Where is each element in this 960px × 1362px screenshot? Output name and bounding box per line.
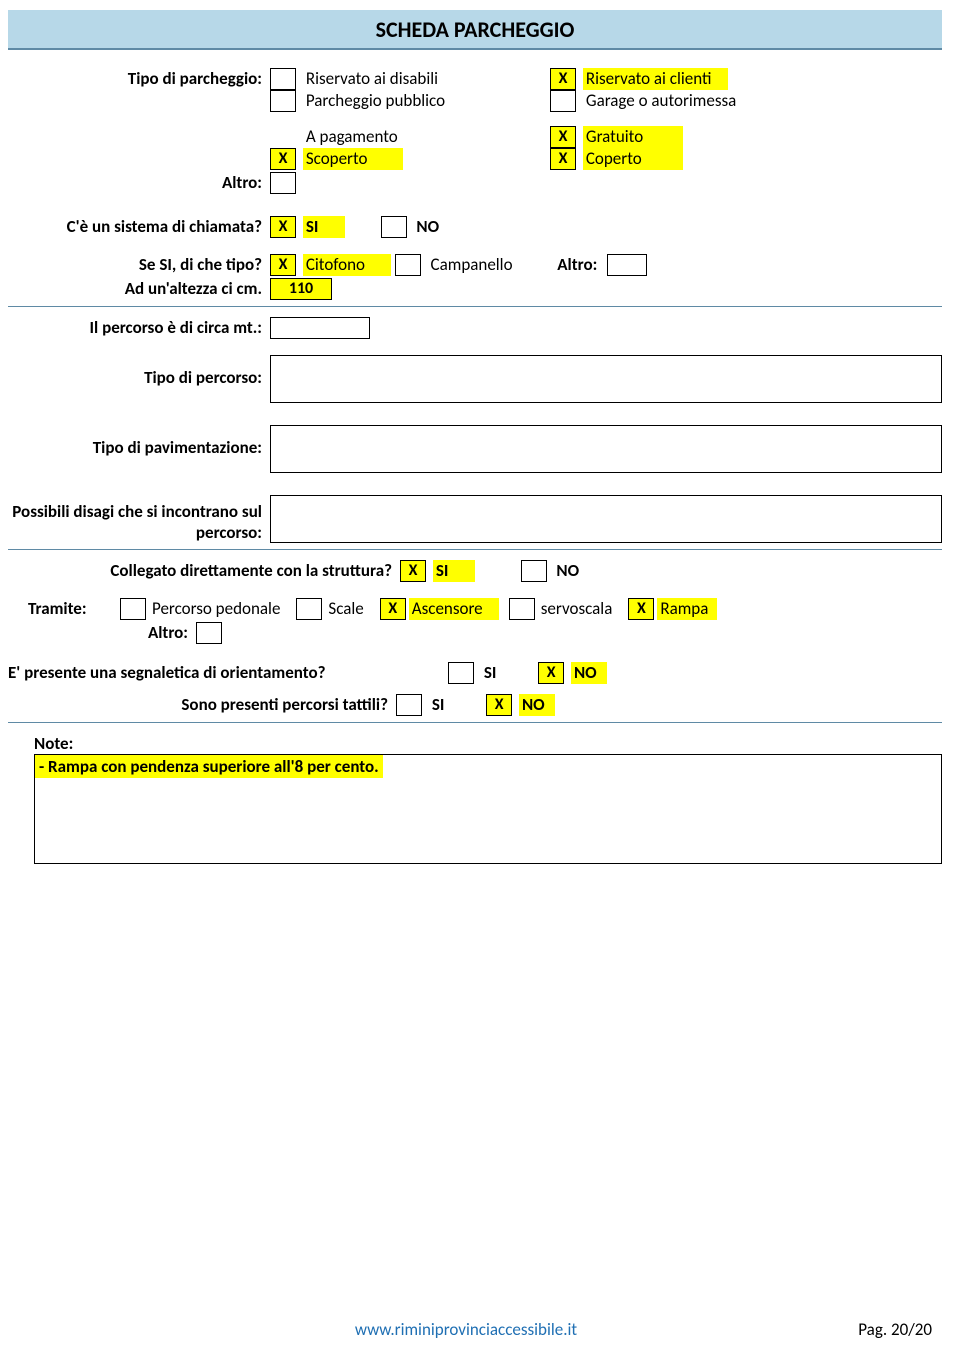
- label-disagi-text: Possibili disagi che si incontrano sul p…: [8, 501, 262, 543]
- value-altezza[interactable]: 110: [270, 278, 332, 300]
- input-tipo-percorso[interactable]: [270, 355, 942, 403]
- label-rampa: Rampa: [657, 598, 717, 620]
- label-campanello: Campanello: [428, 254, 519, 276]
- input-percorso-mt[interactable]: [270, 317, 370, 339]
- label-tipo-percorso: Tipo di percorso:: [8, 355, 270, 388]
- label-scoperto: Scoperto: [303, 148, 403, 170]
- label-collegato-si: SI: [433, 560, 475, 582]
- label-servoscala: servoscala: [538, 598, 619, 620]
- row-tattili: Sono presenti percorsi tattili? SI X NO: [8, 694, 942, 716]
- separator-3: [8, 722, 942, 723]
- checkbox-citofono[interactable]: X: [270, 254, 296, 276]
- label-tattili-si: SI: [429, 694, 451, 716]
- checkbox-segnaletica-no[interactable]: X: [538, 662, 564, 684]
- label-altro1: Altro:: [8, 172, 270, 193]
- checkbox-tattili-si[interactable]: [396, 694, 422, 716]
- row-disagi: Possibili disagi che si incontrano sul p…: [8, 495, 942, 543]
- checkbox-scale[interactable]: [296, 598, 322, 620]
- row-tipo-parcheggio: Tipo di parcheggio: Riservato ai disabil…: [8, 68, 942, 170]
- page-title: SCHEDA PARCHEGGIO: [8, 10, 942, 50]
- footer-url: www.riminiprovinciaccessibile.it: [120, 1319, 812, 1340]
- label-gratuito: Gratuito: [583, 126, 683, 148]
- row-tramite: Tramite: Percorso pedonale Scale X Ascen…: [8, 598, 942, 644]
- checkbox-chiamata-si[interactable]: X: [270, 216, 296, 238]
- label-parcheggio-pubblico: Parcheggio pubblico: [303, 90, 451, 112]
- label-riservato-disabili: Riservato ai disabili: [303, 68, 444, 90]
- checkbox-riservato-clienti[interactable]: X: [550, 68, 576, 90]
- label-note: Note:: [34, 733, 942, 754]
- notes-box[interactable]: - Rampa con pendenza superiore all'8 per…: [34, 754, 942, 864]
- checkbox-percorso-pedonale[interactable]: [120, 598, 146, 620]
- page: SCHEDA PARCHEGGIO Tipo di parcheggio: Ri…: [0, 0, 960, 1362]
- label-segnaletica-si: SI: [481, 662, 503, 684]
- footer-page: Pag. 20/20: [812, 1319, 932, 1340]
- label-segnaletica-no: NO: [571, 662, 607, 684]
- row-collegato: Collegato direttamente con la struttura?…: [8, 560, 942, 582]
- page-footer: www.riminiprovinciaccessibile.it Pag. 20…: [0, 1319, 960, 1340]
- label-chiamata-no: NO: [413, 216, 445, 238]
- checkbox-gratuito[interactable]: X: [550, 126, 576, 148]
- label-altezza: Ad un'altezza ci cm.: [8, 278, 270, 299]
- label-citofono: Citofono: [303, 254, 391, 276]
- label-coperto: Coperto: [583, 148, 683, 170]
- label-percorso-mt: Il percorso è di circa mt.:: [8, 317, 270, 338]
- label-ascensore: Ascensore: [409, 598, 499, 620]
- label-tattili: Sono presenti percorsi tattili?: [8, 694, 396, 715]
- label-garage: Garage o autorimessa: [583, 90, 742, 112]
- checkbox-coperto[interactable]: X: [550, 148, 576, 170]
- checkbox-scoperto[interactable]: X: [270, 148, 296, 170]
- label-tipo-parcheggio: Tipo di parcheggio:: [8, 68, 270, 89]
- checkbox-collegato-si[interactable]: X: [400, 560, 426, 582]
- label-tramite: Tramite:: [8, 598, 120, 619]
- input-altro1[interactable]: [270, 172, 296, 194]
- checkbox-chiamata-no[interactable]: [381, 216, 407, 238]
- label-disagi: Possibili disagi che si incontrano sul p…: [8, 501, 270, 543]
- input-tramite-altro[interactable]: [196, 622, 222, 644]
- label-tipo-pavimentazione: Tipo di pavimentazione:: [8, 425, 270, 458]
- input-tipo-pavimentazione[interactable]: [270, 425, 942, 473]
- row-altezza: Ad un'altezza ci cm. 110: [8, 278, 942, 300]
- checkbox-parcheggio-pubblico[interactable]: [270, 90, 296, 112]
- checkbox-garage[interactable]: [550, 90, 576, 112]
- input-altro-calltype[interactable]: [607, 254, 647, 276]
- row-sistema-chiamata: C'è un sistema di chiamata? X SI NO: [8, 216, 942, 238]
- label-se-si-tipo: Se SI, di che tipo?: [8, 254, 270, 275]
- checkbox-servoscala[interactable]: [509, 598, 535, 620]
- checkbox-riservato-disabili[interactable]: [270, 68, 296, 90]
- label-a-pagamento: A pagamento: [303, 126, 404, 148]
- checkbox-tattili-no[interactable]: X: [486, 694, 512, 716]
- checkbox-ascensore[interactable]: X: [380, 598, 406, 620]
- row-se-si-tipo: Se SI, di che tipo? X Citofono Campanell…: [8, 254, 942, 276]
- row-segnaletica: E' presente una segnaletica di orientame…: [8, 662, 942, 684]
- label-collegato-no: NO: [553, 560, 585, 582]
- label-sistema-chiamata: C'è un sistema di chiamata?: [8, 216, 270, 237]
- checkbox-rampa[interactable]: X: [628, 598, 654, 620]
- row-percorso-mt: Il percorso è di circa mt.:: [8, 317, 942, 339]
- checkbox-collegato-no[interactable]: [521, 560, 547, 582]
- row-altro1: Altro:: [8, 172, 942, 194]
- label-collegato: Collegato direttamente con la struttura?: [8, 560, 400, 581]
- checkbox-campanello[interactable]: [395, 254, 421, 276]
- input-disagi[interactable]: [270, 495, 942, 543]
- notes-section: Note: - Rampa con pendenza superiore all…: [8, 733, 942, 864]
- note-line-0: - Rampa con pendenza superiore all'8 per…: [35, 755, 383, 778]
- label-tramite-altro: Altro:: [120, 622, 196, 644]
- row-tipo-percorso: Tipo di percorso:: [8, 355, 942, 403]
- label-scale: Scale: [325, 598, 369, 620]
- row-tipo-pavimentazione: Tipo di pavimentazione:: [8, 425, 942, 473]
- label-tattili-no: NO: [519, 694, 555, 716]
- label-segnaletica: E' presente una segnaletica di orientame…: [8, 662, 448, 683]
- checkbox-segnaletica-si[interactable]: [448, 662, 474, 684]
- label-chiamata-si: SI: [303, 216, 345, 238]
- label-altro-calltype: Altro:: [554, 254, 603, 276]
- separator-2: [8, 549, 942, 550]
- label-riservato-clienti: Riservato ai clienti: [583, 68, 728, 90]
- separator-1: [8, 306, 942, 307]
- label-percorso-pedonale: Percorso pedonale: [149, 598, 286, 620]
